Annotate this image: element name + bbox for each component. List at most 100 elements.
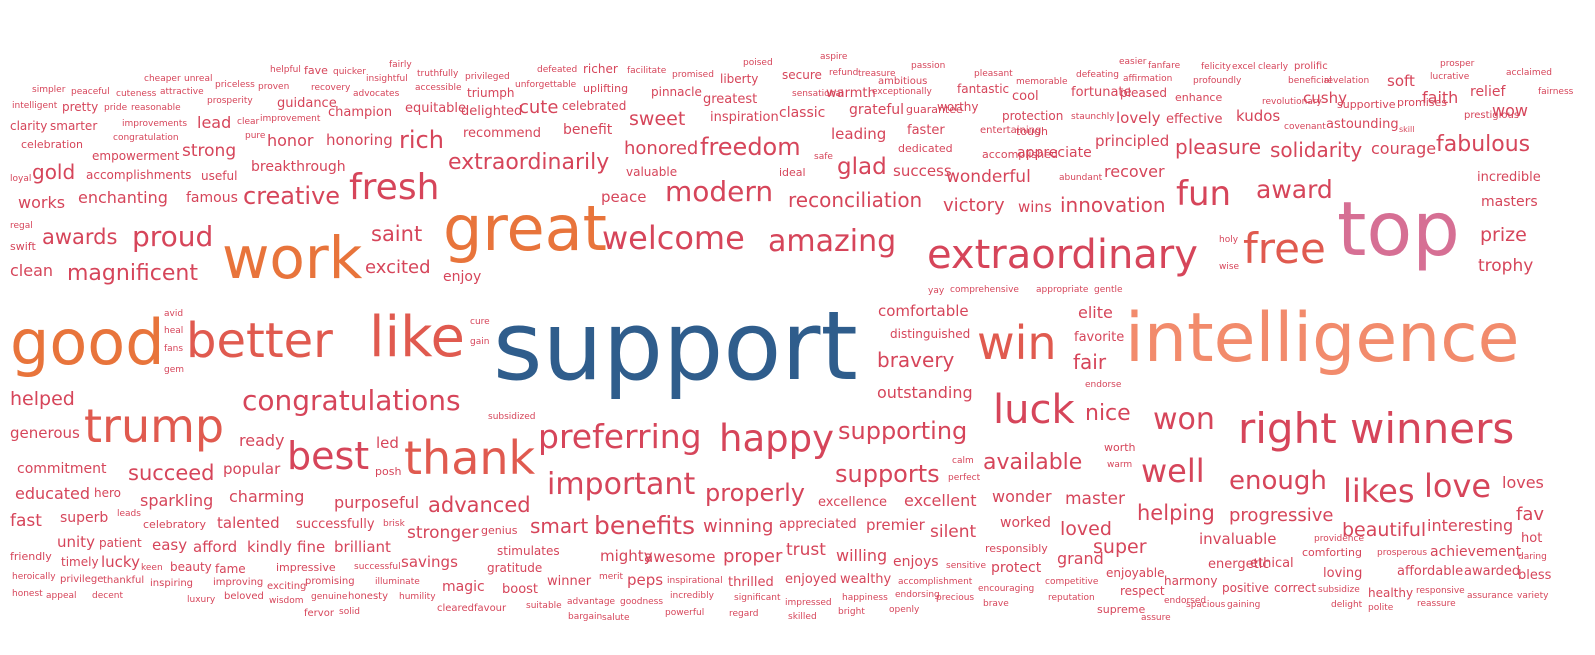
word-endorse: endorse [1085, 380, 1122, 390]
word-intelligence: intelligence [1125, 299, 1520, 378]
word-congratulation: congratulation [113, 133, 179, 143]
word-brilliant: brilliant [334, 538, 391, 556]
word-protection: protection [1002, 109, 1064, 123]
word-brave: brave [983, 599, 1009, 609]
word-leading: leading [831, 125, 887, 143]
word-inspiration: inspiration [710, 110, 779, 125]
word-wise: wise [1219, 262, 1240, 272]
word-unreal: unreal [184, 74, 213, 84]
word-clarity: clarity [10, 119, 48, 133]
word-dedicated: dedicated [898, 142, 953, 155]
word-courage: courage [1371, 139, 1437, 158]
word-prize: prize [1480, 224, 1527, 246]
word-freedom: freedom [700, 133, 801, 161]
word-treasure: treasure [858, 69, 896, 79]
word-ethical: ethical [1250, 556, 1294, 571]
word-excited: excited [365, 257, 431, 278]
word-glad: glad [837, 154, 887, 180]
word-clean: clean [10, 261, 54, 280]
word-greatest: greatest [703, 92, 758, 107]
word-keen: keen [141, 563, 163, 573]
word-fine: fine [297, 538, 326, 556]
word-work: work [222, 224, 363, 292]
word-bravery: bravery [877, 348, 955, 372]
word-enjoyed: enjoyed [785, 572, 837, 587]
word-illuminate: illuminate [375, 577, 420, 587]
word-helping: helping [1137, 501, 1215, 525]
word-extraordinarily: extraordinarily [448, 150, 610, 175]
word-smarter: smarter [50, 119, 98, 133]
word-spacious: spacious [1186, 600, 1226, 610]
word-appreciate: appreciate [1017, 145, 1092, 161]
word-faster: faster [907, 123, 945, 138]
word-gentle: gentle [1094, 285, 1123, 295]
word-hot: hot [1521, 531, 1543, 546]
word-success: success [893, 162, 952, 180]
word-important: important [547, 467, 696, 502]
word-improvement: improvement [260, 114, 321, 124]
word-felicity: felicity [1201, 62, 1232, 72]
word-variety: variety [1517, 591, 1549, 601]
word-protect: protect [991, 560, 1042, 576]
word-incredibly: incredibly [670, 591, 714, 601]
word-worked: worked [1000, 515, 1051, 531]
word-fantastic: fantastic [957, 82, 1010, 96]
word-comfortable: comfortable [878, 302, 969, 320]
word-thankful: thankful [103, 575, 145, 586]
word-congratulations: congratulations [242, 384, 461, 417]
word-loyal: loyal [10, 174, 32, 184]
word-memorable: memorable [1016, 77, 1068, 87]
word-winner: winner [547, 574, 592, 589]
word-healthy: healthy [1368, 586, 1414, 600]
word-enough: enough [1229, 466, 1327, 496]
word-quicker: quicker [333, 67, 366, 77]
word-purposeful: purposeful [334, 493, 420, 512]
word-merit: merit [599, 572, 624, 582]
word-advantage: advantage [567, 597, 616, 607]
word-well: well [1141, 452, 1205, 490]
word-celebratory: celebratory [143, 518, 206, 531]
word-effective: effective [1166, 112, 1223, 127]
word-elite: elite [1078, 303, 1113, 322]
word-modern: modern [665, 175, 774, 208]
word-reconciliation: reconciliation [788, 188, 923, 212]
word-benefit: benefit [563, 122, 613, 138]
word-supports: supports [835, 460, 940, 488]
word-profoundly: profoundly [1193, 76, 1242, 86]
word-faith: faith [1422, 88, 1459, 107]
word-favorite: favorite [1074, 330, 1125, 345]
word-cuteness: cuteness [116, 89, 157, 99]
word-educated: educated [15, 484, 91, 503]
word-supreme: supreme [1097, 603, 1146, 616]
word-affirmation: affirmation [1123, 74, 1173, 84]
word-classic: classic [779, 105, 826, 121]
word-winners: winners [1350, 404, 1515, 453]
word-supportive: supportive [1337, 98, 1396, 111]
word-excellence: excellence [818, 495, 887, 510]
word-works: works [18, 193, 66, 212]
word-guidance: guidance [277, 96, 337, 111]
word-easy: easy [152, 536, 188, 554]
word-improvements: improvements [122, 119, 188, 129]
word-simpler: simpler [32, 85, 66, 95]
word-tough: tough [1016, 125, 1048, 138]
word-skilled: skilled [788, 612, 817, 622]
word-awesome: awesome [644, 548, 716, 566]
word-willing: willing [836, 546, 888, 565]
word-trophy: trophy [1478, 256, 1534, 276]
word-likes: likes [1343, 472, 1415, 510]
word-openly: openly [889, 605, 920, 615]
word-available: available [983, 450, 1083, 475]
word-commitment: commitment [17, 461, 107, 477]
word-honoring: honoring [326, 131, 393, 149]
word-intelligent: intelligent [12, 101, 58, 111]
word-benefits: benefits [594, 511, 696, 540]
word-salute: salute [602, 613, 630, 623]
word-responsive: responsive [1416, 586, 1465, 596]
word-lucrative: lucrative [1430, 72, 1470, 82]
word-wins: wins [1018, 198, 1052, 216]
word-poised: poised [743, 58, 773, 68]
word-recommend: recommend [463, 126, 541, 141]
word-fanfare: fanfare [1148, 61, 1181, 71]
word-won: won [1153, 402, 1215, 437]
